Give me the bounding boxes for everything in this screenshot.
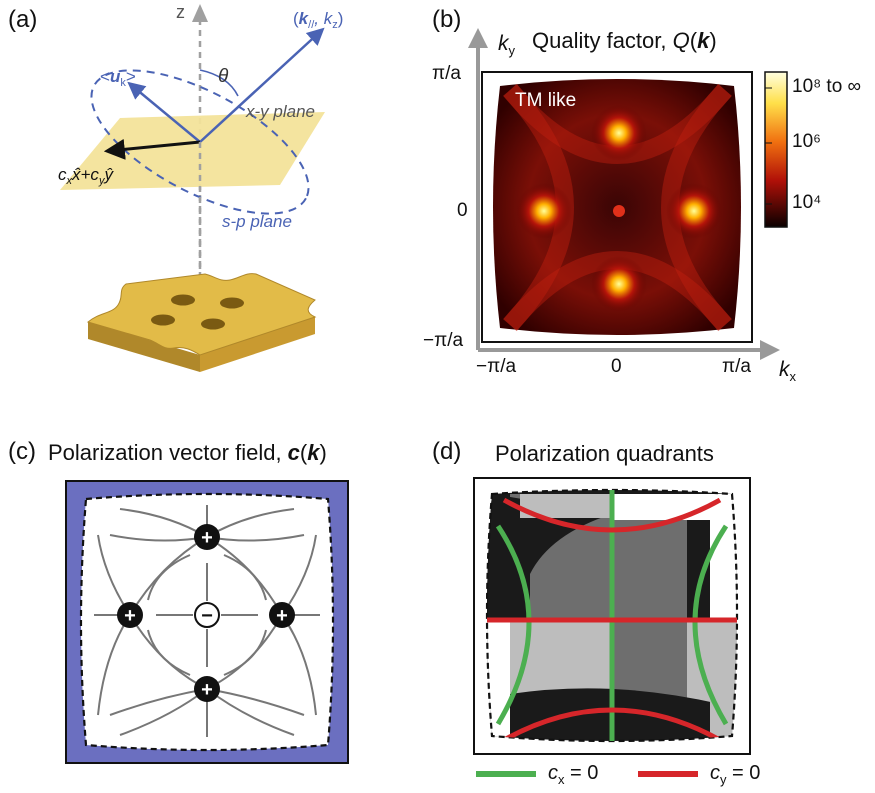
k-vector-arrow xyxy=(199,27,325,143)
charge-plus-bottom xyxy=(194,676,220,702)
uk-label: <uk> xyxy=(100,67,136,89)
legend-cx-swatch xyxy=(476,770,536,777)
panel-d-quadrants xyxy=(473,477,751,755)
charge-minus-center xyxy=(194,602,220,628)
sp-plane-ellipse xyxy=(90,69,310,215)
cy-zero-lines xyxy=(487,497,737,741)
tm-like-label: TM like xyxy=(515,90,577,111)
svg-text:+: + xyxy=(276,605,288,627)
panel-b-qfactor-map xyxy=(468,28,788,360)
photonic-crystal-slab xyxy=(86,273,317,372)
k-vector-label: (k//, kz) xyxy=(293,9,343,31)
y-tick-bottom: −π/a xyxy=(423,330,464,351)
colorbar-label-top: 10⁸ to ∞ xyxy=(792,76,862,97)
charge-plus-right xyxy=(269,602,295,628)
x-tick-mid: 0 xyxy=(611,356,622,377)
panel-a-label: (a) xyxy=(8,6,38,33)
panel-d-title: Polarization quadrants xyxy=(495,441,714,466)
x-tick-right: π/a xyxy=(722,356,751,377)
polarization-label: cxx̂+cyŷ xyxy=(58,165,114,187)
sp-plane-label: s-p plane xyxy=(222,212,292,231)
x-tick-left: −π/a xyxy=(476,356,517,377)
legend-cy-swatch xyxy=(638,770,698,777)
svg-text:+: + xyxy=(124,605,136,627)
panel-b-label: (b) xyxy=(432,6,462,33)
svg-text:+: + xyxy=(201,679,213,701)
charge-plus-top xyxy=(194,524,220,550)
panel-c-title: Polarization vector field, c(k) xyxy=(48,440,327,465)
z-axis-label: z xyxy=(176,2,185,22)
svg-text:−: − xyxy=(201,605,213,627)
xy-plane xyxy=(60,112,325,190)
polarization-arrow xyxy=(103,138,201,160)
legend-cy: cy = 0 xyxy=(638,762,760,787)
y-tick-top: π/a xyxy=(432,63,461,84)
theta-arc xyxy=(199,69,239,97)
uk-vector-arrow xyxy=(127,81,201,143)
svg-text:+: + xyxy=(201,527,213,549)
theta-label: θ xyxy=(218,66,229,87)
panel-a-schematic: z (k//, kz) <uk> θ x-y plane s-p plane c… xyxy=(58,2,343,372)
y-tick-mid: 0 xyxy=(457,200,468,221)
colorbar-label-mid: 10⁶ xyxy=(792,131,821,152)
kx-axis-label: kx xyxy=(779,358,796,385)
z-axis-arrowhead xyxy=(192,4,208,22)
colorbar xyxy=(764,71,788,228)
panel-b-title: Quality factor, Q(k) xyxy=(532,28,717,53)
colorbar-label-bottom: 10⁴ xyxy=(792,192,822,213)
panel-c-label: (c) xyxy=(8,438,36,465)
panel-c-vector-field: + + + + − xyxy=(65,480,349,764)
xy-plane-label: x-y plane xyxy=(245,102,315,121)
bz-boundary-d xyxy=(485,488,739,743)
charge-plus-left xyxy=(117,602,143,628)
legend-cx: cx = 0 xyxy=(476,762,598,787)
panel-d-label: (d) xyxy=(432,438,462,465)
ky-axis-label: ky xyxy=(498,32,515,59)
